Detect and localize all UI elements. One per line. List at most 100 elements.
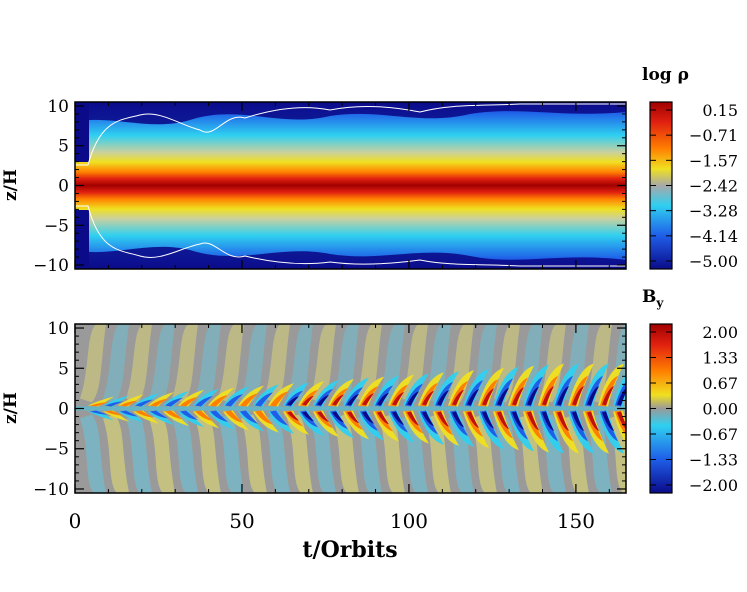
by-lower-wedge	[448, 414, 474, 493]
y-tick-label: 5	[58, 359, 69, 379]
colorbar-tick-label: −3.28	[689, 202, 738, 221]
by-chevron-lower-peak	[377, 411, 389, 425]
by-chevron-lower-peak	[407, 411, 419, 426]
by-chevron-upper-core	[120, 400, 138, 407]
by-lower-wedge	[264, 414, 290, 493]
by-chevron-lower-core	[165, 410, 183, 420]
x-tick-label: 100	[390, 509, 428, 533]
by-chevron-upper-core	[270, 391, 288, 407]
by-upper-wedge	[126, 324, 152, 403]
by-chevron-lower-peak	[317, 411, 329, 422]
by-chevron-lower-peak	[452, 411, 464, 428]
by-upper-wedge	[310, 324, 336, 403]
colorbar-tick-label: −1.33	[689, 451, 738, 470]
by-chevron-upper-core	[195, 395, 213, 407]
by-chevron-upper-core	[240, 393, 258, 407]
by-chevron-upper-peak	[587, 385, 599, 406]
by-lower-wedge	[80, 414, 106, 493]
by-lower-wedge	[310, 414, 336, 493]
by-chevron-lower-core	[270, 410, 288, 426]
by-upper-wedge	[80, 324, 106, 403]
by-chevron-lower-peak	[437, 411, 449, 427]
by-upper-wedge	[264, 324, 290, 403]
by-chevron-upper-peak	[602, 385, 614, 406]
by-chevron-lower-core	[105, 410, 123, 416]
by-chevron-lower	[88, 410, 114, 421]
colorbar-tick-label: 0.00	[702, 400, 738, 419]
by-ylabel: z/H	[1, 392, 21, 424]
y-tick-label: −10	[33, 480, 69, 500]
by-colorbar-ticks: 2.00 1.33 0.67 0.00 −0.67 −1.33 −2.00	[650, 323, 738, 495]
density-texture	[75, 102, 626, 269]
by-chevron-upper-peak	[332, 394, 344, 406]
by-chevron-lower-peak	[587, 411, 599, 432]
by-texture	[75, 324, 626, 493]
x-tick-label: 0	[69, 509, 82, 533]
by-chevron-lower-peak	[302, 411, 314, 422]
by-chevron-lower-peak	[362, 411, 374, 424]
x-tick-label: 50	[229, 509, 254, 533]
by-upper-wedge	[379, 324, 405, 403]
by-chevron-upper-peak	[407, 391, 419, 406]
by-chevron-lower-peak	[512, 411, 524, 430]
y-tick-label: 0	[58, 177, 69, 197]
by-lower-wedge	[241, 414, 267, 493]
y-tick-label: 10	[47, 319, 69, 339]
by-upper-wedge	[333, 324, 359, 403]
by-colorbar-label-main: B	[642, 287, 656, 307]
by-chevron-lower-peak	[287, 411, 299, 421]
by-upper-wedge	[241, 324, 267, 403]
by-upper-wedge	[172, 324, 198, 403]
by-chevron-upper-core	[210, 395, 228, 407]
y-tick-label: 0	[58, 400, 69, 420]
by-chevron-upper-peak	[497, 387, 509, 406]
by-lower-wedge	[333, 414, 359, 493]
by-upper-wedge	[494, 324, 520, 403]
colorbar-tick-label: 2.00	[702, 323, 738, 342]
by-chevron-lower-core	[195, 410, 213, 422]
by-chevron-upper-peak	[437, 390, 449, 406]
colorbar-tick-label: −2.42	[689, 177, 738, 196]
by-chevron-lower-peak	[392, 411, 404, 425]
density-colorbar-ticks: 0.15 −0.71 −1.57 −2.42 −3.28 −4.14 −5.00	[650, 101, 738, 271]
by-chevron-lower-peak	[482, 411, 494, 429]
by-chevron-upper-core	[105, 401, 123, 407]
by-chevron-lower-peak	[332, 411, 344, 423]
colorbar-tick-label: 0.15	[702, 101, 738, 120]
colorbar-tick-label: −2.00	[689, 476, 738, 495]
y-tick-label: 10	[47, 97, 69, 117]
by-chevron-lower	[103, 410, 129, 422]
by-chevron-lower-core	[225, 410, 243, 423]
by-chevron-lower-core	[90, 410, 108, 415]
by-chevron-upper-peak	[482, 388, 494, 406]
by-chevron-upper-peak	[392, 392, 404, 406]
density-colorbar-label: log ρ	[642, 65, 689, 85]
by-colorbar: 2.00 1.33 0.67 0.00 −0.67 −1.33 −2.00 By	[642, 287, 738, 495]
colorbar-tick-label: 1.33	[702, 349, 738, 368]
by-chevron-upper-peak	[557, 385, 569, 406]
x-tick-labels: 0 50 100 150	[69, 509, 595, 533]
by-lower-wedge	[287, 414, 313, 493]
by-chevron-lower-peak	[527, 411, 539, 431]
by-chevron-lower-peak	[557, 411, 569, 432]
by-chevron-upper-core	[255, 392, 273, 407]
by-chevron-lower-peak	[602, 411, 614, 432]
x-tick-label: 150	[557, 509, 595, 533]
density-colorbar: 0.15 −0.71 −1.57 −2.42 −3.28 −4.14 −5.00 log ρ	[642, 65, 738, 271]
by-chevron-upper-peak	[287, 396, 299, 406]
by-chevron-upper-core	[615, 381, 626, 407]
by-lower-wedge	[494, 414, 520, 493]
by-chevron-lower-core	[150, 410, 168, 419]
by-chevron-lower-peak	[467, 411, 479, 429]
by-upper-wedge	[218, 324, 244, 403]
by-lower-wedge	[195, 414, 221, 493]
by-upper-wedge	[149, 324, 175, 403]
by-lower-wedge	[103, 414, 129, 493]
by-lower-wedge	[172, 414, 198, 493]
density-axis-ticks: 10 5 0 −5 −10	[33, 97, 626, 276]
by-upper-wedge	[287, 324, 313, 403]
by-chevron-upper-peak	[317, 395, 329, 406]
y-tick-label: 5	[58, 137, 69, 157]
by-chevron-upper-core	[90, 402, 108, 407]
